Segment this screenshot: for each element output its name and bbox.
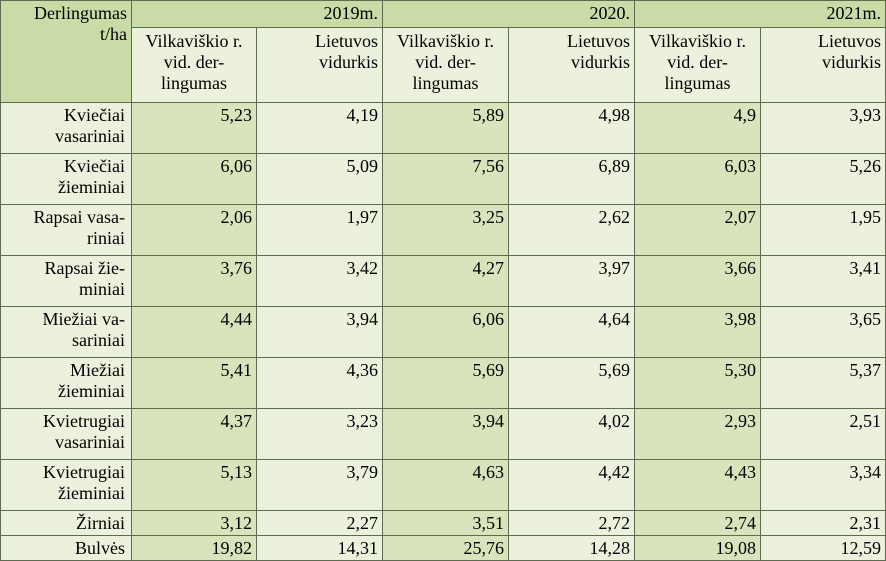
year-header-2020: 2020. bbox=[382, 0, 636, 28]
district-yield-cell: 5,89 bbox=[382, 102, 510, 154]
national-yield-cell: 14,31 bbox=[255, 535, 384, 561]
district-yield-cell: 2,06 bbox=[131, 204, 257, 256]
national-yield-cell: 2,51 bbox=[760, 408, 886, 460]
district-yield-cell: 3,25 bbox=[382, 204, 510, 256]
table-row: Rapsai žie-miniai 3,76 3,42 4,27 3,97 3,66 3,4… bbox=[0, 255, 886, 307]
national-yield-cell: 2,31 bbox=[760, 510, 886, 536]
national-yield-cell: 3,79 bbox=[255, 459, 384, 511]
national-yield-cell: 3,65 bbox=[760, 306, 886, 358]
subheader-national: Lietuvos vidurkis bbox=[255, 27, 384, 103]
table-row: Kviečiai žieminiai 6,06 5,09 7,56 6,89 6,03 5,… bbox=[0, 153, 886, 205]
subheader-district: Vilkaviškio r. vid. der-lingumas bbox=[634, 27, 762, 103]
national-yield-cell: 1,97 bbox=[255, 204, 384, 256]
table-row: Rapsai vasa-riniai 2,06 1,97 3,25 2,62 2,07 1,… bbox=[0, 204, 886, 256]
district-yield-cell: 5,30 bbox=[634, 357, 762, 409]
national-yield-cell: 2,27 bbox=[255, 510, 384, 536]
district-yield-cell: 4,27 bbox=[382, 255, 510, 307]
district-yield-cell: 3,76 bbox=[131, 255, 257, 307]
table-row: Žirniai 3,12 2,27 3,51 2,72 2,74 2,31 bbox=[0, 510, 886, 536]
table-row: Miežiai va-sariniai 4,44 3,94 6,06 4,64 3,98 3… bbox=[0, 306, 886, 358]
table-row: Kviečiai vasariniai 5,23 4,19 5,89 4,98 4,9 3,… bbox=[0, 102, 886, 154]
district-yield-cell: 19,08 bbox=[634, 535, 762, 561]
national-yield-cell: 4,42 bbox=[508, 459, 636, 511]
national-yield-cell: 4,19 bbox=[255, 102, 384, 154]
national-yield-cell: 2,72 bbox=[508, 510, 636, 536]
national-yield-cell: 5,37 bbox=[760, 357, 886, 409]
table-row: Miežiai žieminiai 5,41 4,36 5,69 5,69 5,30 5,3… bbox=[0, 357, 886, 409]
district-yield-cell: 3,98 bbox=[634, 306, 762, 358]
table-row: Kvietrugiai vasariniai 4,37 3,23 3,94 4,02 2,… bbox=[0, 408, 886, 460]
crop-label: Rapsai žie-miniai bbox=[0, 255, 132, 307]
crop-label: Kviečiai vasariniai bbox=[0, 102, 132, 154]
district-yield-cell: 7,56 bbox=[382, 153, 510, 205]
district-yield-cell: 6,06 bbox=[382, 306, 510, 358]
corner-header: Derlingumas t/ha bbox=[0, 0, 132, 103]
crop-label: Miežiai va-sariniai bbox=[0, 306, 132, 358]
national-yield-cell: 3,93 bbox=[760, 102, 886, 154]
table-row: Kvietrugiai žieminiai 5,13 3,79 4,63 4,42 4,4… bbox=[0, 459, 886, 511]
national-yield-cell: 3,23 bbox=[255, 408, 384, 460]
national-yield-cell: 1,95 bbox=[760, 204, 886, 256]
national-yield-cell: 4,02 bbox=[508, 408, 636, 460]
crop-label: Bulvės bbox=[0, 535, 132, 561]
crop-label: Miežiai žieminiai bbox=[0, 357, 132, 409]
national-yield-cell: 4,36 bbox=[255, 357, 384, 409]
district-yield-cell: 6,03 bbox=[634, 153, 762, 205]
district-yield-cell: 25,76 bbox=[382, 535, 510, 561]
district-yield-cell: 3,51 bbox=[382, 510, 510, 536]
table-row: Bulvės 19,82 14,31 25,76 14,28 19,08 12,59 bbox=[0, 535, 886, 561]
crop-label: Kvietrugiai žieminiai bbox=[0, 459, 132, 511]
subheader-district: Vilkaviškio r. vid. der-lingumas bbox=[382, 27, 510, 103]
district-yield-cell: 6,06 bbox=[131, 153, 257, 205]
subheader-national: Lietuvos vidurkis bbox=[760, 27, 886, 103]
national-yield-cell: 12,59 bbox=[760, 535, 886, 561]
crop-label: Kviečiai žieminiai bbox=[0, 153, 132, 205]
header-row-subcolumns: Vilkaviškio r. vid. der-lingumas Lietuvo… bbox=[1, 27, 886, 103]
subheader-national: Lietuvos vidurkis bbox=[508, 27, 636, 103]
crop-label: Kvietrugiai vasariniai bbox=[0, 408, 132, 460]
national-yield-cell: 5,69 bbox=[508, 357, 636, 409]
national-yield-cell: 14,28 bbox=[508, 535, 636, 561]
subheader-district: Vilkaviškio r. vid. der-lingumas bbox=[131, 27, 257, 103]
district-yield-cell: 2,74 bbox=[634, 510, 762, 536]
district-yield-cell: 5,23 bbox=[131, 102, 257, 154]
district-yield-cell: 4,63 bbox=[382, 459, 510, 511]
national-yield-cell: 4,64 bbox=[508, 306, 636, 358]
district-yield-cell: 4,43 bbox=[634, 459, 762, 511]
crop-label: Rapsai vasa-riniai bbox=[0, 204, 132, 256]
district-yield-cell: 2,07 bbox=[634, 204, 762, 256]
district-yield-cell: 4,37 bbox=[131, 408, 257, 460]
national-yield-cell: 3,41 bbox=[760, 255, 886, 307]
district-yield-cell: 2,93 bbox=[634, 408, 762, 460]
year-header-2021: 2021m. bbox=[634, 0, 886, 28]
national-yield-cell: 5,26 bbox=[760, 153, 886, 205]
national-yield-cell: 3,42 bbox=[255, 255, 384, 307]
header-row-years: Derlingumas t/ha 2019m. 2020. 2021m. bbox=[0, 0, 886, 103]
national-yield-cell: 6,89 bbox=[508, 153, 636, 205]
district-yield-cell: 19,82 bbox=[131, 535, 257, 561]
year-header-2019: 2019m. bbox=[130, 0, 384, 28]
national-yield-cell: 5,09 bbox=[255, 153, 384, 205]
crop-label: Žirniai bbox=[0, 510, 132, 536]
district-yield-cell: 4,9 bbox=[634, 102, 762, 154]
national-yield-cell: 3,97 bbox=[508, 255, 636, 307]
district-yield-cell: 4,44 bbox=[131, 306, 257, 358]
district-yield-cell: 5,69 bbox=[382, 357, 510, 409]
district-yield-cell: 3,12 bbox=[131, 510, 257, 536]
district-yield-cell: 5,13 bbox=[131, 459, 257, 511]
district-yield-cell: 5,41 bbox=[131, 357, 257, 409]
district-yield-cell: 3,94 bbox=[382, 408, 510, 460]
national-yield-cell: 2,62 bbox=[508, 204, 636, 256]
national-yield-cell: 3,94 bbox=[255, 306, 384, 358]
national-yield-cell: 4,98 bbox=[508, 102, 636, 154]
district-yield-cell: 3,66 bbox=[634, 255, 762, 307]
national-yield-cell: 3,34 bbox=[760, 459, 886, 511]
